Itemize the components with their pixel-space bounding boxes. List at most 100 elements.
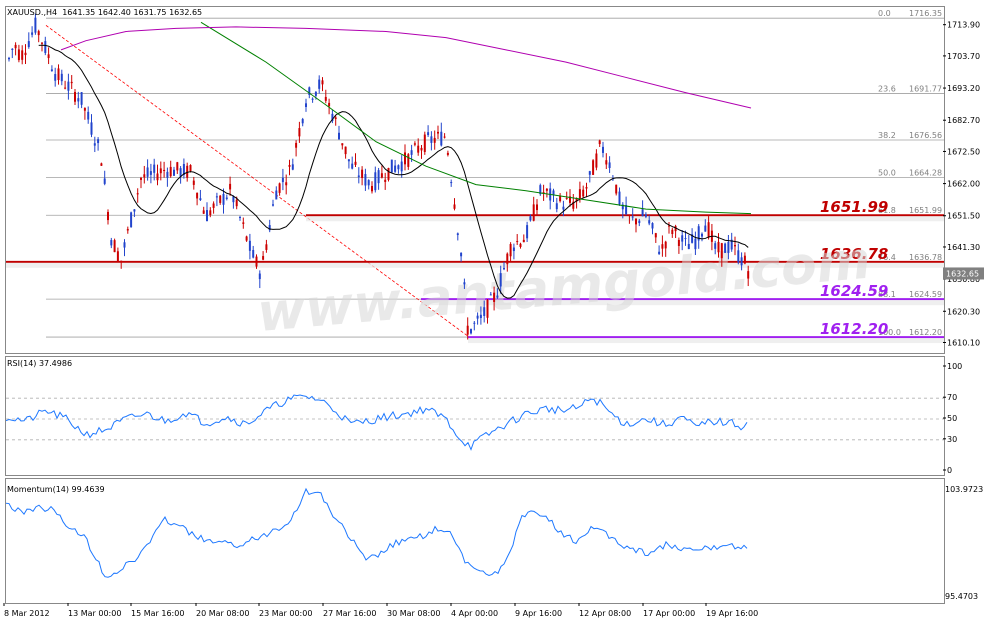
candle-body <box>291 164 294 170</box>
current-price-marker <box>943 267 984 280</box>
candle-body <box>298 128 301 137</box>
candle-body <box>275 190 278 200</box>
price-chart-panel[interactable]: 0.0 1716.35 23.6 1691.77 38.2 1676.56 50.0 1664… <box>5 6 945 354</box>
candle-body <box>671 229 674 235</box>
candle-body <box>173 169 175 176</box>
fib-ratio-label: 23.6 <box>878 84 896 93</box>
fib-price-label: 1612.20 <box>909 328 942 337</box>
rsi-chart <box>6 394 944 451</box>
candle-body <box>625 205 628 215</box>
price-tick-label: 1693.20 <box>947 84 980 93</box>
candle-body <box>206 210 208 222</box>
candle-body <box>57 68 60 81</box>
momentum-panel[interactable] <box>5 478 945 604</box>
candle-body <box>278 183 281 193</box>
candle-body <box>727 241 730 253</box>
candle-body <box>209 210 212 216</box>
candle-body <box>443 136 446 138</box>
candle-body <box>189 165 192 172</box>
momentum-min-label: 95.4703 <box>945 592 978 601</box>
candle-body <box>578 189 581 199</box>
fib-ratio-label: 0.0 <box>878 9 891 18</box>
candle-body <box>377 170 380 184</box>
price-tick-label: 1703.70 <box>947 52 980 61</box>
candle-body <box>602 146 604 153</box>
momentum-chart <box>6 487 748 578</box>
time-tick-label: 15 Mar 16:00 <box>131 609 184 618</box>
candle-body <box>592 160 595 175</box>
level-label: 1624.59 <box>820 282 888 300</box>
candle-body <box>588 171 591 175</box>
candle-body <box>252 249 255 258</box>
candle-body <box>595 153 598 168</box>
candle-body <box>44 41 47 53</box>
candle-body <box>677 239 680 246</box>
momentum-max-label: 103.9723 <box>945 485 983 494</box>
candle-body <box>720 243 723 259</box>
candle-body <box>311 98 314 100</box>
candle-body <box>357 175 360 178</box>
fib-price-label: 1691.77 <box>909 84 942 93</box>
candle-body <box>743 255 746 264</box>
candle-body <box>321 80 324 85</box>
candle-body <box>301 119 304 124</box>
candle-body <box>136 193 139 195</box>
candle-body <box>314 91 317 96</box>
candle-body <box>687 243 690 250</box>
candle-body <box>374 172 377 191</box>
candle-body <box>522 239 525 243</box>
candle-body <box>740 257 743 266</box>
candle-body <box>575 198 578 202</box>
ma-fast-line <box>38 44 749 299</box>
candle-body <box>371 185 373 192</box>
momentum-title: Momentum(14) 99.4639 <box>7 485 105 494</box>
candle-body <box>605 160 608 165</box>
level-label: 1651.99 <box>820 198 888 216</box>
candle-body <box>163 169 166 172</box>
candle-body <box>116 251 119 262</box>
candle-body <box>437 131 439 134</box>
candle-body <box>199 198 202 201</box>
candle-body <box>539 185 542 195</box>
candle-body <box>324 96 327 101</box>
candle-body <box>67 81 70 91</box>
candle-body <box>8 57 10 60</box>
level-shadow <box>6 262 944 268</box>
candle-body <box>192 180 195 185</box>
time-axis: 8 Mar 2012 13 Mar 00:00 15 Mar 16:00 20 Mar… <box>3 603 758 618</box>
candle-body <box>661 244 664 249</box>
candle-body <box>707 222 710 238</box>
candle-body <box>143 174 146 178</box>
fib-price-label: 1651.99 <box>909 206 942 215</box>
candle-body <box>308 87 311 95</box>
rsi-tick-label: 0 <box>947 466 952 475</box>
candle-body <box>503 268 505 270</box>
candle-body <box>450 182 453 184</box>
candle-body <box>130 212 133 228</box>
candle-body <box>717 241 720 253</box>
candle-body <box>146 167 149 177</box>
price-chart: 0.0 1716.35 23.6 1691.77 38.2 1676.56 50.0 1664… <box>6 9 944 344</box>
fib-ratio-label: 61.8 <box>878 206 896 215</box>
candle-body <box>64 87 67 89</box>
level-label: 1636.78 <box>820 245 888 263</box>
candle-body <box>83 108 86 111</box>
candle-body <box>598 140 601 145</box>
candle-body <box>272 204 274 206</box>
candle-body <box>456 233 459 236</box>
price-tick-label: 1713.90 <box>947 21 980 30</box>
candle-body <box>74 91 76 102</box>
candle-body <box>232 196 235 203</box>
candle-body <box>714 243 717 249</box>
candle-body <box>27 41 30 48</box>
fib-ratio-label: 50.0 <box>878 169 896 178</box>
level-label: 1612.20 <box>820 320 888 338</box>
candle-body <box>34 17 37 33</box>
candle-body <box>724 243 727 253</box>
rsi-tick-label: 100 <box>947 362 962 371</box>
rsi-title: RSI(14) 37.4986 <box>7 359 73 368</box>
fib-price-label: 1636.78 <box>909 253 942 262</box>
candle-body <box>123 242 126 248</box>
rsi-panel[interactable] <box>5 356 945 476</box>
candle-body <box>390 159 393 173</box>
